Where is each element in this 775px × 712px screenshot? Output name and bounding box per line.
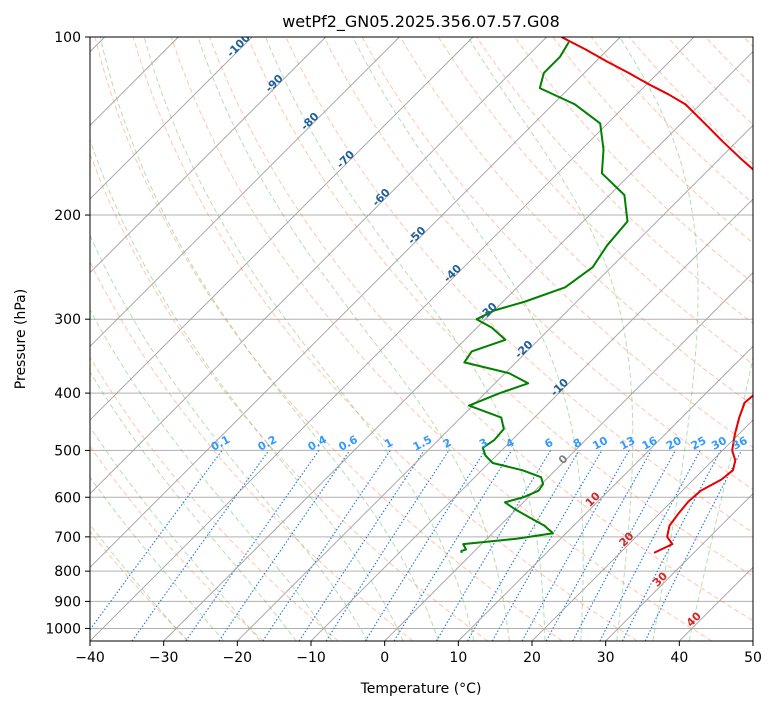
x-tick-label: −40	[75, 650, 105, 666]
x-axis-label: Temperature (°C)	[360, 681, 482, 697]
y-tick-label: 800	[54, 564, 81, 580]
x-tick-label: 20	[523, 650, 541, 666]
y-tick-label: 400	[54, 386, 81, 402]
x-tick-label: −10	[296, 650, 326, 666]
y-tick-label: 200	[54, 208, 81, 224]
y-axis-label: Pressure (hPa)	[13, 289, 29, 389]
y-tick-label: 100	[54, 30, 81, 46]
x-tick-label: −20	[223, 650, 253, 666]
x-tick-label: 50	[744, 650, 762, 666]
x-tick-label: 30	[597, 650, 615, 666]
y-tick-label: 700	[54, 530, 81, 546]
x-tick-label: 40	[670, 650, 688, 666]
y-tick-label: 600	[54, 490, 81, 506]
x-tick-label: 0	[380, 650, 389, 666]
x-tick-label: 10	[449, 650, 467, 666]
y-tick-label: 300	[54, 312, 81, 328]
y-tick-label: 500	[54, 443, 81, 459]
x-tick-label: −30	[149, 650, 179, 666]
y-tick-label: 1000	[45, 621, 81, 637]
y-tick-label: 900	[54, 594, 81, 610]
chart-title: wetPf2_GN05.2025.356.07.57.G08	[282, 12, 560, 32]
